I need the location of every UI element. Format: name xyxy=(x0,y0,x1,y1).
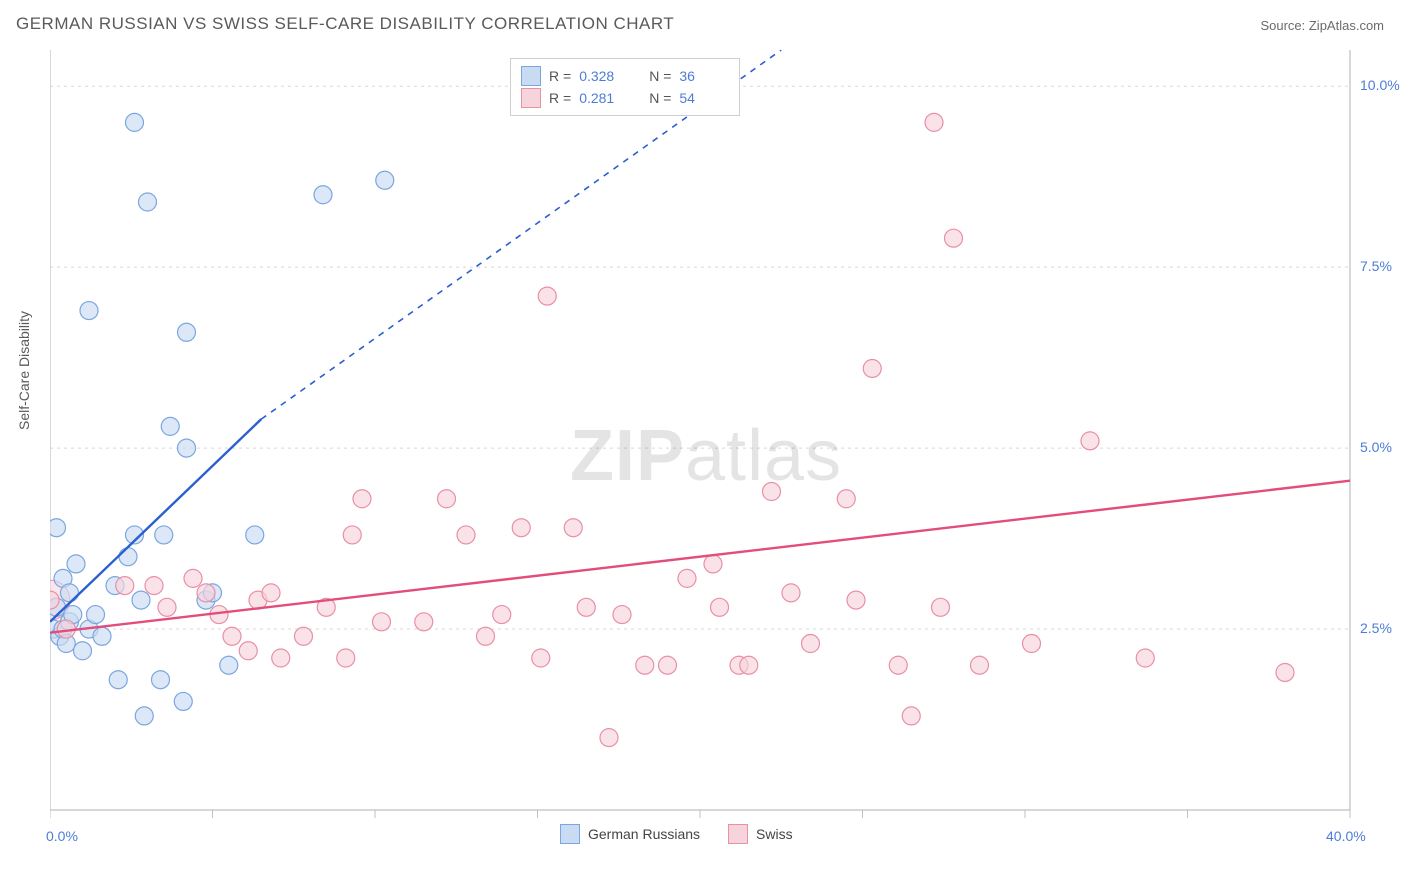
legend-series-item: German Russians xyxy=(560,824,700,844)
source-attribution: Source: ZipAtlas.com xyxy=(1260,18,1384,33)
legend-series-label: German Russians xyxy=(588,826,700,842)
r-value: 0.281 xyxy=(579,87,629,109)
r-label: R = xyxy=(549,65,571,87)
legend-swatch xyxy=(521,88,541,108)
series-legend: German Russians Swiss xyxy=(560,824,793,844)
n-value: 36 xyxy=(679,65,729,87)
x-max-label: 40.0% xyxy=(1326,828,1366,844)
legend-swatch xyxy=(728,824,748,844)
y-tick-label: 5.0% xyxy=(1360,439,1392,455)
y-tick-label: 2.5% xyxy=(1360,620,1392,636)
scatter-plot xyxy=(50,50,1406,892)
n-label: N = xyxy=(649,87,671,109)
r-value: 0.328 xyxy=(579,65,629,87)
y-tick-label: 10.0% xyxy=(1360,77,1400,93)
legend-swatch xyxy=(560,824,580,844)
n-label: N = xyxy=(649,65,671,87)
chart-container: Self-Care Disability ZIPatlas R =0.328N … xyxy=(50,50,1350,840)
legend-correlation-row: R = 0.281 N = 54 xyxy=(521,87,729,109)
legend-series-label: Swiss xyxy=(756,826,793,842)
legend-correlation-row: R = 0.328 N = 36 xyxy=(521,65,729,87)
legend-series-item: Swiss xyxy=(728,824,793,844)
r-label: R = xyxy=(549,87,571,109)
legend-swatch xyxy=(521,66,541,86)
y-axis-label: Self-Care Disability xyxy=(16,311,32,430)
n-value: 54 xyxy=(679,87,729,109)
correlation-legend: R = 0.328 N = 36 R = 0.281 N = 54 xyxy=(510,58,740,116)
x-min-label: 0.0% xyxy=(46,828,78,844)
y-tick-label: 7.5% xyxy=(1360,258,1392,274)
chart-title: GERMAN RUSSIAN VS SWISS SELF-CARE DISABI… xyxy=(16,14,674,34)
